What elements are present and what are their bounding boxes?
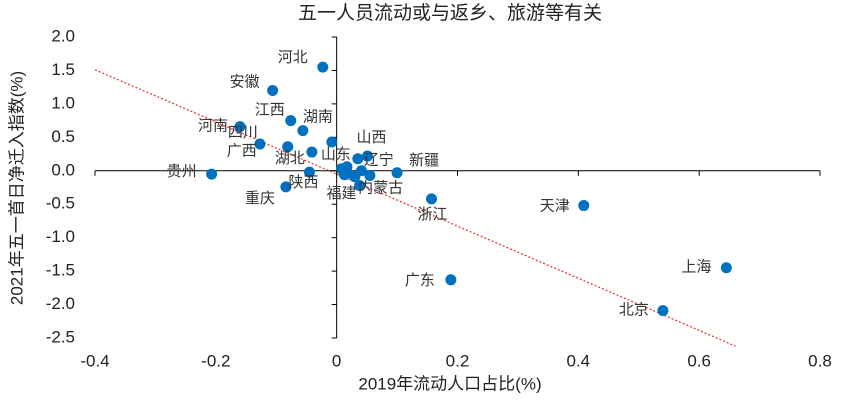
point-label: 陕西 [288,174,318,191]
x-tick-label: 0.4 [567,351,591,370]
point [391,167,403,179]
point-label: 山西 [356,129,386,146]
y-tick-label: 0.0 [51,160,75,179]
point-label: 辽宁 [364,152,394,169]
point [657,305,669,317]
point-label: 内蒙古 [358,179,403,196]
point [341,161,353,173]
point [352,153,364,165]
point-label: 安徽 [230,73,260,90]
point-label: 江西 [255,102,285,119]
point-label: 山东 [321,146,351,163]
point [361,150,373,162]
point [720,262,732,274]
x-tick-label: 0 [332,351,341,370]
point [285,115,297,127]
point-label: 新疆 [409,152,439,169]
point-label: 四川 [228,124,258,141]
point [326,136,338,148]
y-tick-label: 2.0 [51,26,75,45]
y-tick-label: -2.0 [46,294,75,313]
point-label: 贵州 [167,163,197,180]
point-label: 上海 [681,259,711,276]
point [297,125,309,137]
point [317,61,329,73]
point-label: 广东 [405,272,435,289]
point-label: 天津 [540,198,570,215]
y-tick-label: -1.5 [46,261,75,280]
point [267,85,279,97]
point [234,121,246,133]
point [254,138,266,150]
x-axis-title: 2019年流动人口占比(%) [358,374,541,393]
point [578,200,590,212]
point-label: 重庆 [245,190,275,207]
chart-title: 五一人员流动或与返乡、旅游等有关 [298,2,602,24]
point-label: 河北 [278,49,308,66]
x-tick-label: -0.4 [80,351,109,370]
point [445,274,457,286]
point [364,169,376,181]
trendline [94,69,736,347]
point [206,168,218,180]
point-label: 广西 [227,143,257,160]
y-tick-label: -0.5 [46,194,75,213]
point-label: 湖北 [275,150,305,167]
point [426,193,438,205]
point [303,166,315,178]
point [282,141,294,153]
y-tick-label: -1.0 [46,227,75,246]
point [354,179,366,191]
x-tick-label: 0.6 [687,351,711,370]
point [306,146,318,158]
y-tick-label: 1.5 [51,60,75,79]
point-label: 湖南 [303,109,333,126]
point-label: 浙江 [418,206,448,223]
point [355,165,367,177]
x-tick-label: 0.8 [808,351,832,370]
point-label: 河南 [198,118,228,135]
point [280,181,292,193]
y-axis-title: 2021年五一首日净迁入指数(%) [7,71,26,305]
point-label: 北京 [619,302,649,319]
y-tick-label: -2.5 [46,327,75,346]
y-tick-label: 0.5 [51,127,75,146]
y-tick-label: 1.0 [51,93,75,112]
x-tick-label: -0.2 [201,351,230,370]
point-label: 福建 [327,185,357,202]
x-tick-label: 0.2 [446,351,470,370]
